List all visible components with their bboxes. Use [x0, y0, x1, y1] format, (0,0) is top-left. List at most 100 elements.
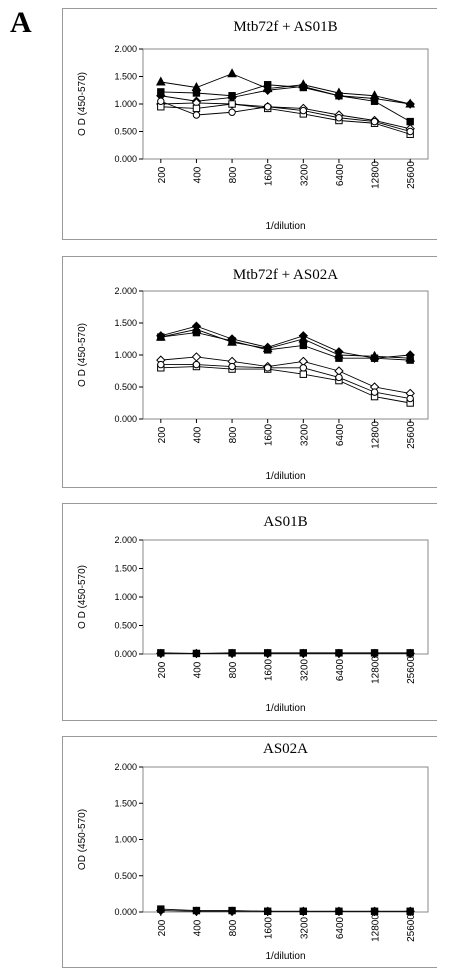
x-tick-label: 200	[157, 426, 168, 443]
y-axis-label: O D (450-570)	[77, 72, 88, 136]
data-point	[262, 906, 273, 916]
x-axis-label: 1/dilution	[265, 703, 305, 714]
chart-title: Mtb72f + AS01B	[233, 19, 337, 35]
data-point	[157, 333, 165, 341]
data-point	[262, 85, 273, 95]
data-point	[227, 648, 237, 659]
x-tick-label: 1600	[264, 163, 275, 186]
x-tick-label: 25600	[406, 421, 417, 449]
chart-title: Mtb72f + AS02A	[233, 267, 338, 283]
data-point	[335, 373, 343, 382]
x-tick-label: 1600	[264, 916, 275, 939]
series-line	[160, 325, 411, 359]
y-tick-label: 1.000	[114, 350, 137, 360]
data-point	[298, 906, 309, 916]
series-line	[160, 103, 411, 135]
chart-mtb72f-as02a: Mtb72f + AS02A 0.000 0.500 1.000 1.500 2.000 O…	[62, 256, 437, 488]
data-point	[192, 328, 201, 337]
data-point	[228, 337, 236, 345]
data-point	[406, 117, 414, 126]
y-tick-label: 2.000	[114, 762, 137, 772]
y-tick-label: 2.000	[114, 286, 137, 296]
y-tick-label: 1.500	[114, 798, 137, 808]
chart-as02a: AS02A 0.000 0.500 1.000 1.500 2.000 OD (450-57…	[62, 736, 437, 968]
y-tick-label: 1.000	[114, 99, 137, 109]
data-point	[192, 104, 201, 113]
data-point	[192, 360, 201, 369]
y-tick-label: 2.000	[114, 535, 137, 545]
data-point	[298, 648, 309, 659]
panel-letter: A	[10, 6, 32, 39]
x-tick-label: 12800	[371, 161, 382, 189]
plot-area	[142, 539, 429, 655]
chart-3-svg: AS02A 0.000 0.500 1.000 1.500 2.000 OD (450-57…	[77, 741, 429, 962]
x-tick-label: 25600	[406, 656, 417, 684]
x-tick-label: 3200	[299, 658, 310, 681]
x-tick-label: 800	[228, 166, 239, 183]
x-tick-label: 12800	[371, 421, 382, 449]
data-point	[405, 906, 415, 916]
x-tick-label: 400	[192, 919, 203, 936]
data-point	[227, 68, 237, 78]
data-point	[405, 99, 415, 109]
series-line	[160, 73, 411, 105]
y-tick-label: 1.500	[114, 564, 137, 574]
y-tick-label: 0.000	[114, 414, 137, 424]
x-tick-label: 400	[192, 661, 203, 678]
data-point	[405, 648, 415, 659]
data-point	[191, 906, 202, 916]
data-point	[334, 906, 344, 916]
data-point	[191, 352, 202, 362]
x-tick-label: 6400	[335, 658, 346, 681]
plot-area	[142, 290, 429, 420]
data-point	[157, 360, 165, 369]
data-point	[191, 648, 202, 659]
data-point	[369, 648, 380, 659]
series-line	[160, 332, 411, 361]
chart-title: AS02A	[263, 741, 308, 757]
x-tick-label: 200	[157, 919, 168, 936]
series-line	[160, 85, 411, 105]
y-tick-label: 1.500	[114, 72, 137, 82]
data-point	[263, 103, 272, 111]
data-point	[334, 91, 344, 101]
x-tick-label: 200	[157, 166, 168, 183]
data-point	[406, 394, 414, 403]
series-line	[160, 356, 411, 394]
x-tick-label: 6400	[335, 423, 346, 446]
series-line	[160, 84, 411, 122]
plot-area	[142, 766, 429, 913]
x-tick-label: 400	[192, 166, 203, 183]
y-tick-label: 0.000	[114, 154, 137, 164]
data-point	[228, 100, 236, 108]
data-point	[299, 341, 308, 350]
x-tick-label: 25600	[406, 161, 417, 189]
x-tick-label: 25600	[406, 914, 417, 942]
data-point	[370, 117, 379, 126]
data-point	[369, 906, 380, 916]
data-point	[370, 388, 379, 396]
data-point	[406, 356, 414, 364]
y-axis-label: O D (450-570)	[77, 323, 88, 387]
data-point	[192, 89, 201, 97]
x-tick-label: 6400	[335, 163, 346, 186]
chart-0-svg: Mtb72f + AS01B 0.000 0.500 1.000 1.500 2.000 O…	[77, 19, 429, 232]
y-tick-label: 0.500	[114, 127, 137, 137]
data-point	[156, 648, 166, 659]
series-line	[160, 366, 411, 404]
x-tick-label: 6400	[335, 916, 346, 939]
y-tick-label: 2.000	[114, 44, 137, 54]
data-point	[299, 106, 308, 115]
data-point	[335, 114, 343, 122]
chart-2-svg: AS01B 0.000 0.500 1.000 1.500 2.000 O D (450-5…	[77, 514, 429, 714]
data-point	[299, 370, 308, 378]
x-tick-label: 800	[228, 661, 239, 678]
x-axis-label: 1/dilution	[265, 471, 305, 482]
y-tick-label: 0.500	[114, 871, 137, 881]
data-point	[262, 648, 273, 659]
x-tick-label: 3200	[299, 163, 310, 186]
x-tick-label: 800	[228, 426, 239, 443]
x-tick-label: 3200	[299, 916, 310, 939]
data-point	[298, 81, 309, 92]
chart-mtb72f-as01b: Mtb72f + AS01B 0.000 0.500 1.000 1.500 2.000 O…	[62, 8, 437, 240]
